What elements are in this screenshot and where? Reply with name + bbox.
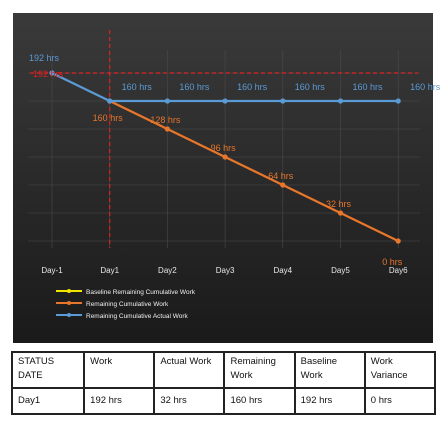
header-work-variance: Work Variance [363, 353, 434, 389]
data-point [395, 238, 401, 244]
value-baseline-work: 192 hrs [293, 389, 364, 413]
legend-entry: Baseline Remaining Cumulative Work [86, 289, 196, 296]
data-point [107, 98, 113, 104]
data-label: 32 hrs [326, 199, 352, 209]
burndown-chart: 192 hrs 192 hrs 160 hrs 160 hrs 160 hrs 160 h… [13, 13, 441, 343]
data-label: 160 hrs [410, 82, 441, 92]
data-label: 160 hrs [352, 82, 383, 92]
series-remaining-cumulative-work-line [109, 100, 399, 242]
value-remaining-work: 160 hrs [223, 389, 294, 413]
x-tick-label: Day5 [331, 266, 350, 275]
data-point [395, 98, 401, 104]
table-row: Day1 192 hrs 32 hrs 160 hrs 192 hrs 0 hr… [13, 389, 434, 413]
data-point [222, 98, 228, 104]
header-work: Work [83, 353, 154, 389]
legend-entry: Remaining Cumulative Work [86, 301, 169, 308]
value-actual-work: 32 hrs [153, 389, 224, 413]
data-point [164, 126, 170, 132]
legend-marker [67, 301, 71, 305]
baseline-label: 192 hrs [33, 69, 64, 79]
data-label: 160 hrs [295, 82, 326, 92]
status-table: STATUS DATE Work Actual Work Remaining W… [11, 351, 436, 415]
header-remaining-work: Remaining Work [223, 353, 294, 389]
x-tick-label: Day3 [216, 266, 235, 275]
data-label: 160 hrs [237, 82, 268, 92]
legend: Baseline Remaining Cumulative Work Remain… [56, 289, 196, 320]
legend-entry: Remaining Cumulative Actual Work [86, 313, 189, 320]
header-baseline-work: Baseline Work [293, 353, 364, 389]
data-label: 128 hrs [150, 115, 181, 125]
data-label: 160 hrs [93, 113, 124, 123]
data-label: 160 hrs [122, 82, 153, 92]
chart-background [13, 13, 433, 343]
x-tick-label: Day6 [389, 266, 408, 275]
x-tick-label: Day4 [273, 266, 292, 275]
data-point [280, 182, 286, 188]
x-tick-label: Day1 [100, 266, 119, 275]
data-label: 160 hrs [179, 82, 210, 92]
data-label: 96 hrs [211, 143, 237, 153]
table-header-row: STATUS DATE Work Actual Work Remaining W… [13, 353, 434, 389]
data-label: 192 hrs [29, 53, 60, 63]
series-lines [30, 30, 418, 248]
value-work: 192 hrs [83, 389, 154, 413]
value-status-date: Day1 [13, 389, 84, 413]
x-tick-label: Day-1 [41, 266, 63, 275]
data-point [164, 98, 170, 104]
legend-marker [67, 313, 71, 317]
legend-marker [67, 289, 71, 293]
chart-panel: 192 hrs 192 hrs 160 hrs 160 hrs 160 hrs 160 h… [13, 13, 441, 343]
header-status-date: STATUS DATE [13, 353, 84, 389]
data-point [337, 210, 344, 216]
data-point [49, 70, 55, 76]
data-labels: 192 hrs 192 hrs 160 hrs 160 hrs 160 hrs 160 h… [29, 53, 441, 267]
data-point [337, 98, 344, 104]
data-point [280, 98, 286, 104]
data-point [222, 154, 228, 160]
x-axis: Day-1 Day1 Day2 Day3 Day4 Day5 Day6 [41, 266, 408, 275]
data-label: 0 hrs [382, 257, 403, 267]
value-work-variance: 0 hrs [363, 389, 434, 413]
data-label: 64 hrs [268, 171, 294, 181]
header-actual-work: Actual Work [153, 353, 224, 389]
x-tick-label: Day2 [158, 266, 177, 275]
